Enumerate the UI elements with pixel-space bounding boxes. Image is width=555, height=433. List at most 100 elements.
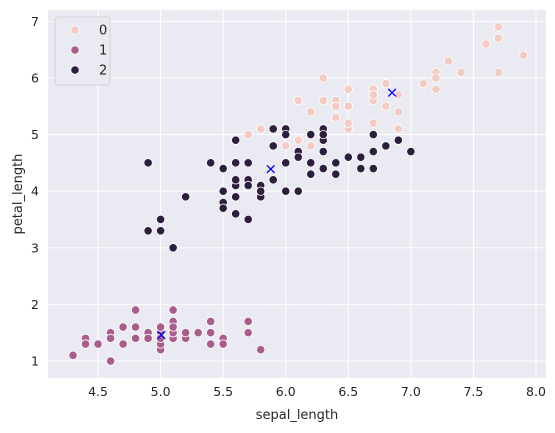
data-point-series-0 xyxy=(481,39,491,49)
data-point-series-2 xyxy=(368,163,378,174)
data-point-series-2 xyxy=(293,152,303,162)
data-point-series-2 xyxy=(231,192,241,202)
data-point-series-0 xyxy=(318,73,328,83)
data-point-series-2 xyxy=(268,124,278,134)
data-point-series-2 xyxy=(231,158,241,168)
data-point-series-1 xyxy=(130,333,141,343)
data-point-series-2 xyxy=(331,169,341,179)
data-point-series-1 xyxy=(105,356,116,366)
legend-marker-1 xyxy=(70,45,80,55)
data-point-series-1 xyxy=(156,322,166,332)
centroid-marker xyxy=(157,330,166,340)
data-point-series-2 xyxy=(206,158,216,168)
x-tick-label: 5.5 xyxy=(213,384,233,399)
data-point-series-2 xyxy=(281,129,291,140)
data-point-series-2 xyxy=(318,146,328,157)
data-point-series-2 xyxy=(281,186,291,196)
data-point-series-0 xyxy=(431,73,441,83)
data-point-series-2 xyxy=(218,163,228,174)
data-point-series-1 xyxy=(206,328,216,338)
data-point-series-0 xyxy=(393,107,403,117)
data-point-series-2 xyxy=(356,163,366,174)
data-point-series-1 xyxy=(218,339,228,349)
data-point-series-0 xyxy=(381,79,391,89)
data-point-series-0 xyxy=(393,90,403,100)
data-point-series-0 xyxy=(493,22,504,32)
data-point-series-1 xyxy=(181,328,191,338)
data-point-series-0 xyxy=(343,101,353,111)
x-axis-label: sepal_length xyxy=(256,408,339,423)
x-tick-label: 5.0 xyxy=(151,384,171,399)
x-tick-label: 6.0 xyxy=(276,384,296,399)
data-point-series-0 xyxy=(393,124,403,134)
data-point-series-0 xyxy=(443,56,454,66)
data-point-series-1 xyxy=(168,322,178,332)
data-point-series-1 xyxy=(118,322,128,332)
data-point-series-2 xyxy=(156,226,166,236)
data-point-series-2 xyxy=(393,135,403,145)
data-point-series-2 xyxy=(143,158,153,168)
data-point-series-1 xyxy=(206,316,216,326)
data-point-series-1 xyxy=(105,333,116,343)
data-point-series-0 xyxy=(293,135,303,145)
data-point-series-0 xyxy=(418,79,428,89)
data-point-series-2 xyxy=(181,192,191,202)
data-point-series-2 xyxy=(231,135,241,145)
data-point-series-1 xyxy=(130,305,141,315)
data-point-series-2 xyxy=(143,226,153,236)
data-point-series-0 xyxy=(493,67,504,77)
x-tick-label: 4.5 xyxy=(88,384,108,399)
data-point-series-0 xyxy=(343,84,353,94)
data-point-series-0 xyxy=(518,50,529,60)
data-point-series-1 xyxy=(93,339,103,349)
legend-label-1: 1 xyxy=(99,44,107,59)
data-point-series-2 xyxy=(156,214,166,225)
data-point-series-2 xyxy=(381,141,391,151)
data-point-series-0 xyxy=(318,95,328,106)
data-point-series-0 xyxy=(493,33,504,43)
data-point-series-0 xyxy=(343,118,353,128)
legend-label-0: 0 xyxy=(99,24,107,39)
data-point-series-0 xyxy=(331,101,341,111)
data-point-series-0 xyxy=(456,67,466,77)
x-tick-label: 7.5 xyxy=(463,384,483,399)
data-point-series-0 xyxy=(306,141,316,151)
y-tick-label: 7 xyxy=(31,14,39,29)
legend-marker-0 xyxy=(70,25,80,35)
data-point-series-2 xyxy=(218,186,228,196)
data-points xyxy=(68,22,529,366)
legend-label-2: 2 xyxy=(99,64,107,79)
data-point-series-1 xyxy=(193,328,203,338)
legend-marker-2 xyxy=(70,65,80,75)
data-point-series-2 xyxy=(218,203,228,213)
data-point-series-0 xyxy=(281,141,291,151)
data-point-series-1 xyxy=(206,339,216,349)
data-point-series-2 xyxy=(256,186,266,196)
data-point-series-0 xyxy=(293,95,303,106)
data-point-series-2 xyxy=(306,158,316,168)
data-point-series-0 xyxy=(368,90,378,100)
data-point-series-0 xyxy=(256,124,266,134)
data-point-series-2 xyxy=(406,146,416,157)
data-point-series-2 xyxy=(306,129,316,140)
data-point-series-2 xyxy=(281,158,291,168)
data-point-series-0 xyxy=(243,129,253,140)
x-tick-label: 7.0 xyxy=(401,384,421,399)
data-point-series-1 xyxy=(68,350,78,360)
data-point-series-2 xyxy=(168,243,178,253)
data-point-series-0 xyxy=(431,84,441,94)
data-point-series-2 xyxy=(318,129,328,140)
centroid-markers xyxy=(157,88,397,340)
data-point-series-1 xyxy=(168,305,178,315)
data-point-series-1 xyxy=(256,345,266,355)
x-tick-labels: 4.5 5.0 5.5 6.0 6.5 7.0 7.5 8.0 xyxy=(88,384,546,399)
data-point-series-1 xyxy=(243,316,253,326)
data-point-series-2 xyxy=(318,163,328,174)
data-point-series-2 xyxy=(368,129,378,140)
y-tick-label: 2 xyxy=(31,297,39,312)
x-tick-label: 8.0 xyxy=(526,384,546,399)
data-point-series-1 xyxy=(118,339,128,349)
data-point-series-1 xyxy=(143,333,153,343)
data-point-series-2 xyxy=(268,175,278,185)
legend: 0 1 2 xyxy=(54,16,111,86)
